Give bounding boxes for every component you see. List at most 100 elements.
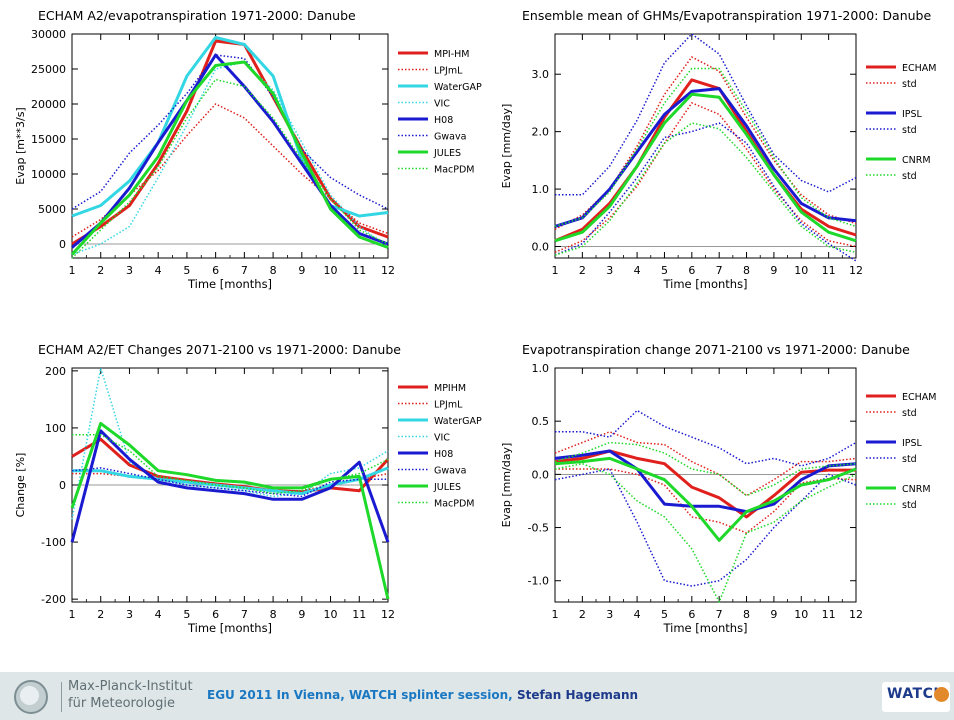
series-line [71, 467, 388, 498]
x-axis-label: Time [months] [662, 277, 747, 291]
x-tick-label: 5 [183, 264, 190, 277]
institute-name-line2: für Meteorologie [68, 696, 175, 711]
series-line [554, 468, 857, 587]
y-tick-label: 0.0 [532, 241, 550, 254]
x-tick-label: 5 [661, 264, 668, 277]
series-line [71, 54, 389, 210]
legend-label: ECHAM [902, 392, 936, 403]
legend-label: CNRM [902, 155, 931, 166]
series-line [555, 468, 857, 534]
chart-panel-2: Ensemble mean of GHMs/Evapotranspiration… [500, 8, 936, 291]
series-line [71, 367, 389, 520]
x-tick-label: 4 [634, 608, 641, 621]
series-line [554, 456, 857, 542]
series-line [70, 60, 389, 256]
footer-caption: EGU 2011 In Vienna, WATCH splinter sessi… [207, 688, 638, 702]
chart-title: Evapotranspiration change 2071-2100 vs 1… [522, 342, 910, 357]
series-line [554, 67, 857, 228]
series-line [554, 92, 857, 243]
series-line [554, 431, 857, 497]
x-tick-label: 11 [822, 608, 836, 621]
y-tick-label: 0.5 [532, 415, 550, 428]
series-line [554, 78, 857, 243]
footer-bar: Max-Planck-Institut für Meteorologie EGU… [0, 672, 954, 720]
y-tick-label: -1.0 [528, 575, 549, 588]
watch-logo: WATCH [882, 682, 950, 712]
plot-frame [554, 367, 857, 603]
x-tick-label: 3 [606, 608, 613, 621]
x-tick-label: 12 [381, 264, 395, 277]
legend-label: LPJmL [434, 400, 463, 411]
x-tick-label: 2 [97, 608, 104, 621]
chart-title: ECHAM A2/ET Changes 2071-2100 vs 1971-20… [38, 342, 401, 357]
x-tick-label: 7 [241, 608, 248, 621]
legend-label: ECHAM [902, 63, 936, 74]
legend-label: VIC [434, 433, 450, 444]
y-tick-label: 100 [45, 422, 66, 435]
x-tick-label: 7 [716, 264, 723, 277]
plot-frame [71, 33, 389, 259]
event-text: EGU 2011 In Vienna, WATCH splinter sessi… [207, 688, 513, 702]
legend-label: MPIHM [434, 383, 466, 394]
x-tick-label: 1 [552, 264, 559, 277]
y-tick-label: -100 [41, 536, 66, 549]
chart-title: ECHAM A2/evapotranspiration 1971-2000: D… [38, 8, 356, 23]
x-tick-label: 11 [822, 264, 836, 277]
chart-panel-3: ECHAM A2/ET Changes 2071-2100 vs 1971-20… [14, 342, 482, 635]
series-line [554, 122, 857, 256]
y-tick-label: -0.5 [528, 522, 549, 535]
x-tick-label: 5 [661, 608, 668, 621]
series-line [72, 434, 389, 495]
y-tick-label: 25000 [31, 63, 66, 76]
series-line [70, 429, 390, 543]
series-line [71, 36, 389, 218]
x-tick-label: 10 [324, 608, 338, 621]
plot-frame [554, 33, 857, 259]
x-tick-label: 10 [324, 264, 338, 277]
legend-label: MacPDM [434, 165, 474, 176]
legend-label: std [902, 408, 917, 419]
legend-label: std [902, 125, 917, 136]
chart-title: Ensemble mean of GHMs/Evapotranspiration… [522, 8, 931, 23]
series-line [554, 449, 857, 514]
x-tick-label: 7 [716, 608, 723, 621]
watch-swirl-icon [934, 687, 949, 702]
x-tick-label: 2 [579, 608, 586, 621]
author-text: Stefan Hagemann [516, 688, 639, 702]
x-tick-label: 12 [381, 608, 395, 621]
series-line [554, 102, 857, 253]
y-axis-label: Evap [m**3/s] [14, 107, 27, 184]
series-line [71, 78, 389, 259]
y-axis-label: Evap [mm/day] [500, 104, 513, 189]
x-tick-label: 10 [794, 608, 808, 621]
x-tick-label: 6 [688, 608, 695, 621]
x-tick-label: 12 [849, 264, 863, 277]
x-tick-label: 9 [298, 264, 305, 277]
x-tick-label: 6 [212, 608, 219, 621]
y-tick-label: 0.0 [532, 468, 550, 481]
y-tick-label: 20000 [31, 98, 66, 111]
x-tick-label: 4 [155, 264, 162, 277]
x-tick-label: 1 [552, 608, 559, 621]
series-line [71, 53, 389, 249]
legend-label: LPJmL [434, 66, 463, 77]
chart-panel-1: ECHAM A2/evapotranspiration 1971-2000: D… [14, 8, 482, 291]
chart-panel-4: Evapotranspiration change 2071-2100 vs 1… [500, 342, 936, 635]
x-tick-label: 6 [212, 264, 219, 277]
x-axis-label: Time [months] [187, 277, 272, 291]
series-line [554, 122, 857, 262]
series-line [554, 87, 857, 228]
legend-label: Gwava [434, 466, 466, 477]
legend-label: IPSL [902, 109, 923, 120]
x-tick-label: 4 [155, 608, 162, 621]
y-tick-label: 0 [59, 238, 66, 251]
x-tick-label: 1 [69, 608, 76, 621]
x-tick-label: 4 [634, 264, 641, 277]
legend-label: std [902, 454, 917, 465]
series-line [555, 409, 857, 467]
x-tick-label: 10 [794, 264, 808, 277]
y-tick-label: -200 [41, 593, 66, 606]
x-tick-label: 3 [126, 608, 133, 621]
legend-label: std [902, 500, 917, 511]
